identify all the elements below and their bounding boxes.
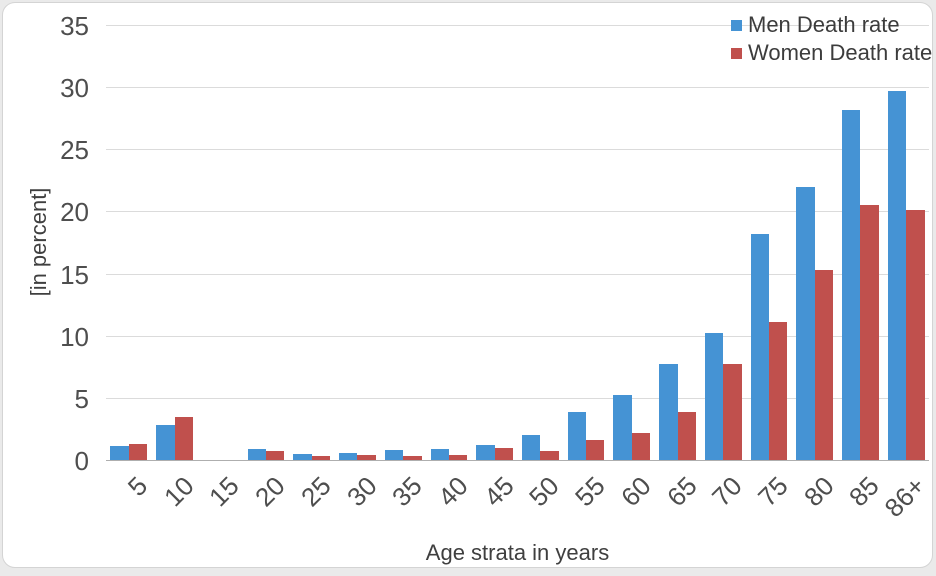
plot-area [106, 25, 929, 461]
bar-women-80 [814, 269, 834, 460]
bar-men-75 [750, 233, 769, 460]
x-axis-title: Age strata in years [425, 540, 610, 565]
gridline-15 [106, 273, 929, 275]
bar-men-40 [430, 448, 449, 460]
bar-women-25 [311, 456, 331, 460]
y-tick-label-20: 20 [60, 197, 89, 228]
bar-men-5 [110, 446, 129, 460]
bar-men-20 [247, 448, 267, 460]
bar-women-60 [631, 432, 651, 460]
bar-men-45 [476, 445, 495, 460]
y-tick-label-0: 0 [74, 446, 89, 476]
bar-women-85 [860, 205, 879, 460]
gridline-25 [106, 149, 929, 151]
bar-men-85 [842, 109, 861, 460]
legend-item-women: Women Death rate [731, 39, 932, 67]
bar-men-25 [293, 453, 312, 460]
bar-women-86+ [906, 210, 925, 460]
bar-women-45 [494, 447, 513, 460]
bar-women-50 [540, 451, 559, 460]
gridline-35 [106, 25, 929, 26]
gridline-10 [106, 335, 929, 337]
x-axis-line [106, 460, 929, 461]
bar-men-60 [613, 395, 632, 460]
bar-women-30 [357, 455, 376, 460]
bar-men-86+ [887, 90, 907, 460]
y-tick-label-35: 35 [60, 11, 89, 41]
bar-men-55 [567, 411, 587, 460]
bar-men-35 [384, 450, 404, 460]
legend: Men Death rate Women Death rate [731, 11, 932, 67]
bar-men-30 [339, 452, 358, 460]
y-tick-label-15: 15 [60, 259, 89, 290]
legend-label-men: Men Death rate [748, 12, 900, 37]
bar-men-70 [704, 333, 724, 460]
gridline-5 [106, 397, 929, 399]
women-series-swatch-icon [731, 47, 742, 59]
bar-men-50 [521, 435, 541, 460]
bar-men-65 [659, 364, 678, 460]
gridline-30 [106, 87, 929, 89]
bar-women-5 [128, 443, 148, 460]
bar-women-55 [586, 440, 605, 460]
y-tick-label-25: 25 [60, 135, 89, 166]
bar-women-70 [723, 364, 742, 460]
bar-men-10 [156, 425, 175, 460]
men-series-swatch-icon [731, 19, 742, 31]
bar-women-10 [174, 416, 193, 460]
bar-women-75 [768, 322, 788, 460]
legend-item-men: Men Death rate [731, 11, 932, 39]
y-tick-label-5: 5 [74, 383, 89, 414]
legend-label-women: Women Death rate [748, 40, 933, 65]
bar-women-20 [266, 451, 285, 460]
bar-men-80 [796, 186, 815, 460]
gridline-20 [106, 211, 929, 213]
y-axis-tick-labels: 0 5 10 15 20 25 30 35 [3, 13, 89, 474]
chart-card: [in percent] 0 5 10 15 20 25 30 35 5 10 15 20 25 30 3… [2, 2, 933, 568]
bar-women-65 [677, 411, 696, 460]
y-tick-label-10: 10 [60, 321, 89, 352]
y-tick-label-30: 30 [60, 73, 89, 104]
bar-women-35 [403, 456, 422, 460]
bar-women-40 [448, 455, 468, 460]
